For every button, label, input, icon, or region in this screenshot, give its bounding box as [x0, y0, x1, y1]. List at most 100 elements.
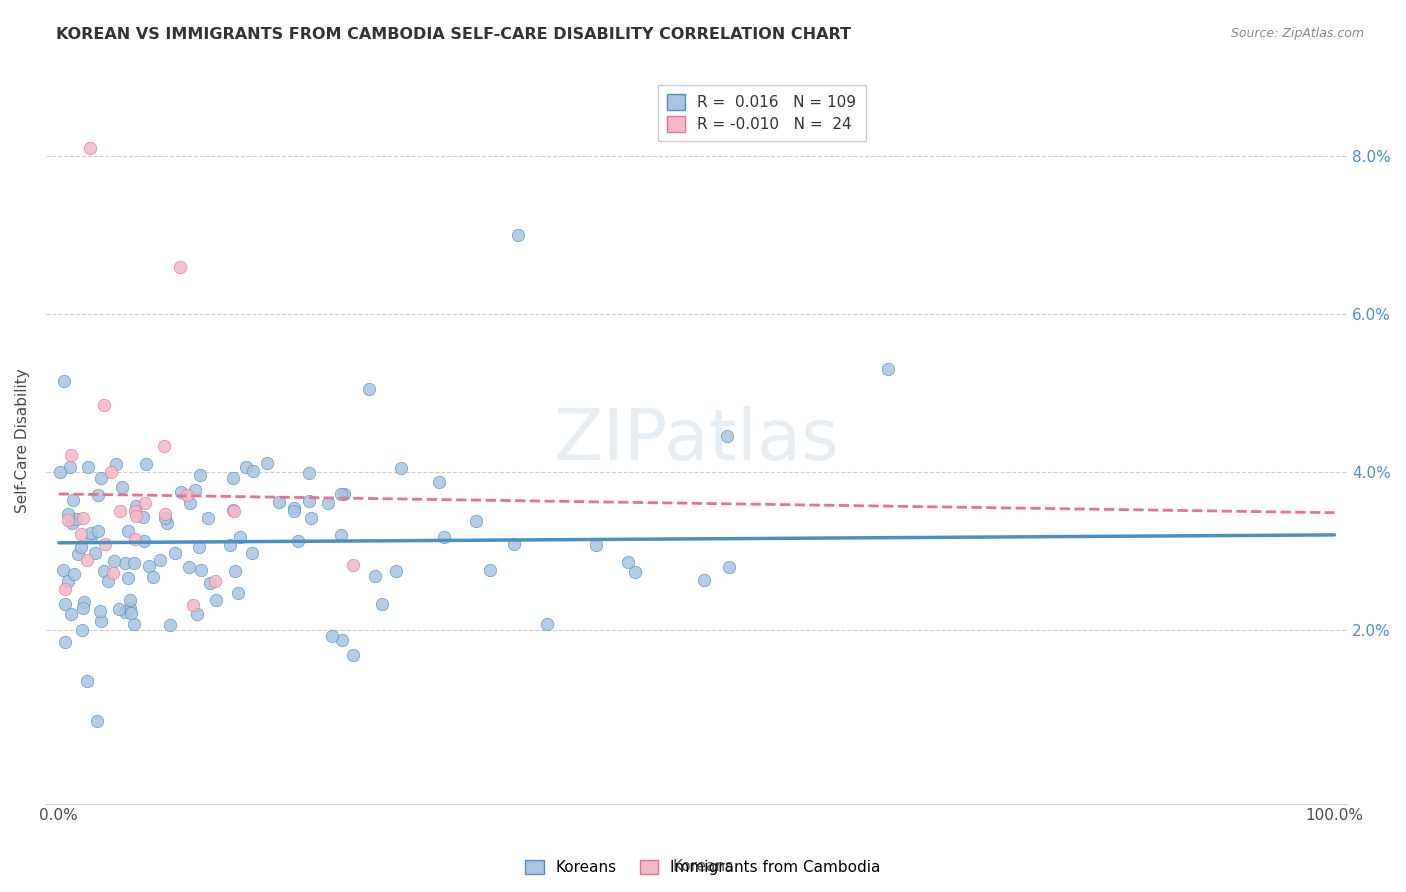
- Koreans: [56, 508, 79, 522]
- Koreans: [117, 524, 139, 538]
- Immigrants from Cambodia: [76, 553, 98, 567]
- Koreans: [506, 228, 529, 243]
- Koreans: [65, 512, 87, 526]
- Koreans: [97, 574, 120, 589]
- Koreans: [120, 601, 142, 615]
- Koreans: [693, 574, 716, 588]
- Koreans: [52, 374, 75, 388]
- Koreans: [283, 500, 305, 515]
- Immigrants from Cambodia: [204, 574, 226, 589]
- Koreans: [108, 601, 131, 615]
- Immigrants from Cambodia: [58, 513, 80, 527]
- Koreans: [240, 546, 263, 560]
- Immigrants from Cambodia: [100, 465, 122, 479]
- Koreans: [165, 546, 187, 560]
- Koreans: [269, 495, 291, 509]
- Immigrants from Cambodia: [125, 508, 148, 523]
- Immigrants from Cambodia: [181, 599, 204, 613]
- Koreans: [219, 538, 242, 552]
- Koreans: [118, 593, 141, 607]
- Koreans: [389, 461, 412, 475]
- Immigrants from Cambodia: [124, 504, 146, 518]
- Text: KOREAN VS IMMIGRANTS FROM CAMBODIA SELF-CARE DISABILITY CORRELATION CHART: KOREAN VS IMMIGRANTS FROM CAMBODIA SELF-…: [56, 27, 851, 42]
- Koreans: [124, 499, 146, 513]
- Koreans: [283, 504, 305, 518]
- Legend: Koreans, Immigrants from Cambodia: Koreans, Immigrants from Cambodia: [526, 861, 880, 875]
- Koreans: [138, 558, 160, 573]
- Immigrants from Cambodia: [342, 558, 364, 573]
- Immigrants from Cambodia: [153, 439, 176, 453]
- Immigrants from Cambodia: [79, 141, 101, 155]
- Immigrants from Cambodia: [169, 260, 191, 274]
- Koreans: [114, 556, 136, 570]
- Immigrants from Cambodia: [53, 582, 76, 596]
- Koreans: [122, 556, 145, 570]
- Koreans: [72, 595, 94, 609]
- Immigrants from Cambodia: [176, 488, 198, 502]
- Koreans: [299, 511, 322, 525]
- Immigrants from Cambodia: [153, 507, 176, 521]
- Koreans: [60, 516, 83, 531]
- Koreans: [371, 597, 394, 611]
- Koreans: [318, 496, 340, 510]
- Koreans: [716, 429, 738, 443]
- Legend: R =  0.016   N = 109, R = -0.010   N =  24: R = 0.016 N = 109, R = -0.010 N = 24: [658, 85, 866, 142]
- Koreans: [60, 607, 83, 621]
- Text: Source: ZipAtlas.com: Source: ZipAtlas.com: [1230, 27, 1364, 40]
- Koreans: [877, 362, 900, 376]
- Immigrants from Cambodia: [101, 566, 124, 581]
- Koreans: [256, 456, 278, 470]
- Y-axis label: Self-Care Disability: Self-Care Disability: [15, 368, 30, 513]
- Koreans: [321, 629, 343, 643]
- Koreans: [297, 466, 319, 480]
- Text: ZIPatlas: ZIPatlas: [554, 406, 839, 475]
- Immigrants from Cambodia: [93, 399, 115, 413]
- Koreans: [226, 585, 249, 599]
- Koreans: [86, 524, 108, 538]
- Koreans: [224, 564, 246, 578]
- Koreans: [330, 528, 353, 542]
- Koreans: [105, 457, 128, 471]
- Koreans: [177, 559, 200, 574]
- Koreans: [89, 604, 111, 618]
- Koreans: [186, 607, 208, 622]
- Koreans: [433, 530, 456, 544]
- Koreans: [333, 487, 356, 501]
- Koreans: [718, 560, 741, 574]
- Koreans: [83, 546, 105, 560]
- Koreans: [55, 597, 77, 611]
- Koreans: [56, 574, 79, 588]
- Text: Koreans: Koreans: [672, 859, 734, 874]
- Koreans: [132, 510, 155, 524]
- Koreans: [53, 635, 76, 649]
- Koreans: [103, 554, 125, 568]
- Koreans: [427, 475, 450, 489]
- Koreans: [132, 534, 155, 549]
- Koreans: [287, 533, 309, 548]
- Koreans: [364, 568, 387, 582]
- Koreans: [72, 601, 94, 615]
- Koreans: [62, 566, 84, 581]
- Koreans: [90, 614, 112, 628]
- Koreans: [135, 457, 157, 471]
- Koreans: [329, 487, 352, 501]
- Koreans: [229, 530, 252, 544]
- Koreans: [478, 563, 501, 577]
- Immigrants from Cambodia: [134, 496, 156, 510]
- Immigrants from Cambodia: [59, 448, 82, 462]
- Koreans: [87, 488, 110, 502]
- Koreans: [623, 565, 645, 579]
- Koreans: [155, 511, 177, 525]
- Koreans: [59, 459, 82, 474]
- Koreans: [80, 530, 103, 544]
- Koreans: [67, 547, 90, 561]
- Koreans: [120, 607, 142, 621]
- Immigrants from Cambodia: [108, 504, 131, 518]
- Koreans: [198, 575, 221, 590]
- Koreans: [76, 460, 98, 475]
- Koreans: [159, 617, 181, 632]
- Koreans: [76, 673, 98, 688]
- Koreans: [188, 540, 211, 554]
- Koreans: [93, 565, 115, 579]
- Koreans: [465, 514, 488, 528]
